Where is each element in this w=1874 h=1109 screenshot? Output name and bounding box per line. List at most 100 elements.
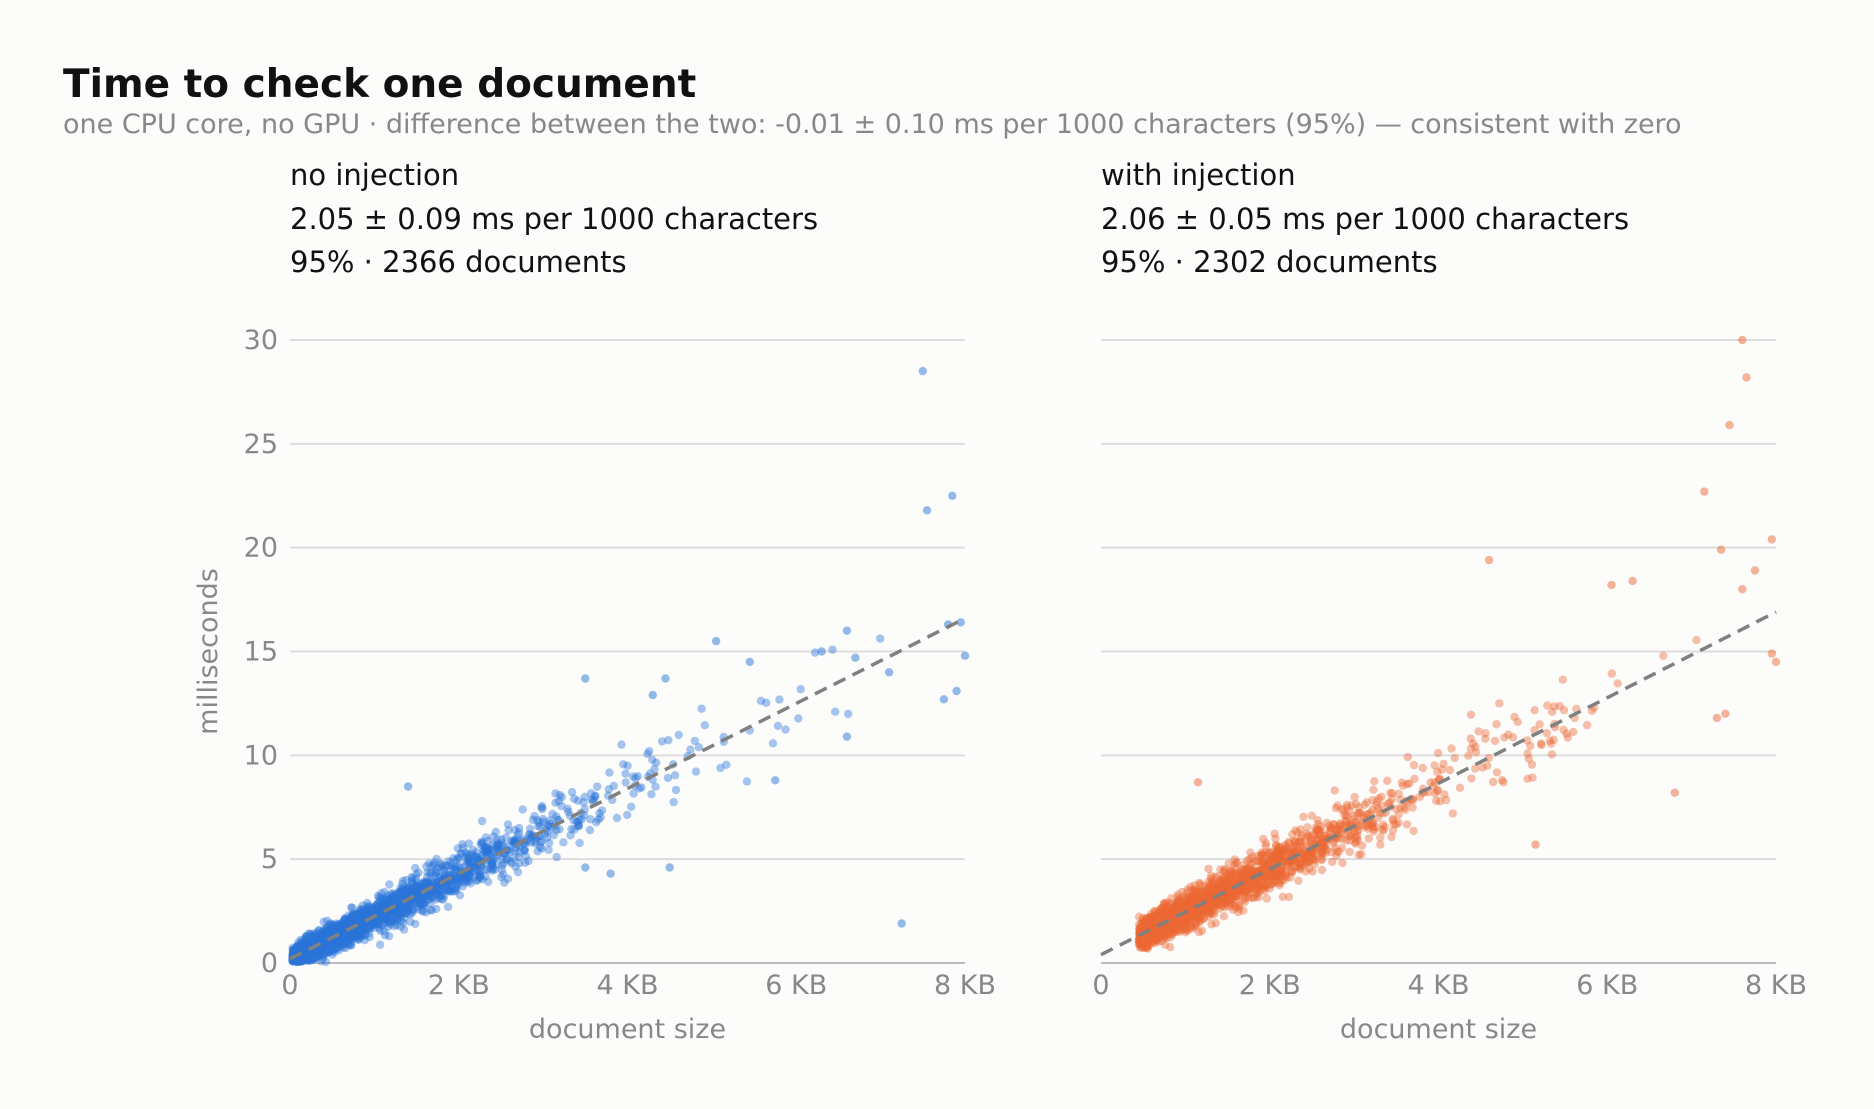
data-point xyxy=(321,957,331,967)
data-point xyxy=(1481,734,1490,743)
data-point xyxy=(393,906,402,916)
data-point xyxy=(1750,566,1760,575)
data-point xyxy=(334,942,343,951)
data-point xyxy=(332,919,341,928)
data-point xyxy=(347,903,357,912)
data-point xyxy=(612,813,622,823)
data-point xyxy=(407,877,417,886)
data-point xyxy=(339,939,348,949)
data-point xyxy=(326,919,335,928)
data-point xyxy=(309,935,318,944)
data-point xyxy=(1537,740,1546,750)
data-point xyxy=(1369,785,1378,794)
data-point xyxy=(353,909,363,918)
data-point xyxy=(354,926,364,935)
data-point xyxy=(426,905,435,915)
data-point xyxy=(461,853,470,862)
data-point xyxy=(381,913,390,922)
data-point xyxy=(651,758,661,767)
data-point xyxy=(347,913,356,922)
data-point xyxy=(383,918,392,928)
data-point xyxy=(346,913,355,922)
data-point xyxy=(299,955,308,964)
data-point xyxy=(401,908,410,918)
data-point xyxy=(1613,679,1622,688)
data-point xyxy=(339,928,348,937)
data-point xyxy=(320,933,329,942)
data-point xyxy=(452,884,461,894)
data-point xyxy=(317,950,327,959)
data-point xyxy=(690,736,699,746)
x-tick-label: 8 KB xyxy=(1745,970,1807,1001)
data-point xyxy=(314,934,324,943)
data-point xyxy=(745,657,754,667)
data-point xyxy=(376,903,385,912)
data-point xyxy=(380,899,389,908)
data-point xyxy=(497,872,506,882)
data-point xyxy=(339,924,348,933)
data-point xyxy=(564,807,573,816)
x-tick-label: 4 KB xyxy=(597,970,659,1001)
data-point xyxy=(322,926,331,935)
data-point xyxy=(647,790,656,799)
data-point xyxy=(390,899,399,908)
data-point xyxy=(476,873,485,883)
data-point xyxy=(511,862,520,871)
data-point xyxy=(333,937,343,946)
data-point xyxy=(497,855,507,864)
data-point xyxy=(842,732,852,741)
data-point xyxy=(374,905,384,914)
data-point xyxy=(376,889,386,898)
data-point xyxy=(514,828,524,837)
data-point xyxy=(1335,822,1344,831)
data-point xyxy=(491,841,500,850)
data-point xyxy=(371,906,380,915)
data-point xyxy=(307,932,316,941)
data-point xyxy=(1448,809,1458,818)
data-point xyxy=(311,951,320,960)
data-point xyxy=(366,919,375,929)
data-point xyxy=(401,888,411,897)
data-point xyxy=(326,920,335,929)
data-point xyxy=(365,906,374,915)
data-point xyxy=(1542,729,1552,738)
data-point xyxy=(427,868,436,877)
data-point xyxy=(485,845,495,854)
data-point xyxy=(1433,786,1442,796)
data-point xyxy=(1376,840,1385,849)
data-point xyxy=(343,938,353,947)
data-point xyxy=(348,934,357,943)
data-point xyxy=(421,879,430,888)
data-point xyxy=(1545,736,1555,745)
panel-footnote: 95% · 2302 documents xyxy=(1101,245,1438,279)
data-point xyxy=(295,956,305,965)
data-point xyxy=(310,947,320,956)
data-point xyxy=(1490,736,1500,746)
data-point xyxy=(671,785,681,795)
data-point xyxy=(309,948,318,957)
data-point xyxy=(399,925,409,934)
data-point xyxy=(918,366,927,376)
data-point xyxy=(487,846,496,856)
data-point xyxy=(357,927,366,936)
data-point xyxy=(352,916,361,925)
data-point xyxy=(319,942,328,951)
data-point xyxy=(318,943,327,952)
data-point xyxy=(410,883,419,892)
data-point xyxy=(1418,763,1428,773)
panel-title: no injection xyxy=(290,158,459,192)
data-point xyxy=(451,868,460,877)
data-point xyxy=(503,820,513,829)
data-point xyxy=(406,917,415,926)
data-point xyxy=(587,795,596,804)
data-point xyxy=(1528,773,1537,782)
data-point xyxy=(1767,649,1777,658)
data-point xyxy=(373,907,383,916)
data-point xyxy=(364,901,373,910)
data-point xyxy=(316,946,325,955)
data-point xyxy=(771,776,780,785)
data-point xyxy=(395,896,405,905)
data-point xyxy=(1527,760,1537,769)
data-point xyxy=(355,930,365,939)
data-point xyxy=(481,842,490,852)
